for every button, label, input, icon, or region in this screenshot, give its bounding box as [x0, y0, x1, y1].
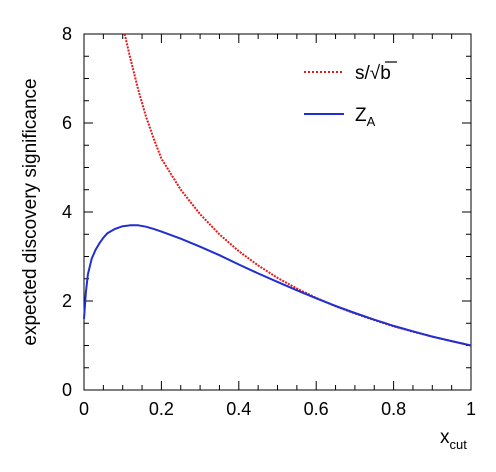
x-tick-label: 0.6: [304, 399, 329, 419]
x-axis-title-main: x: [440, 427, 450, 448]
y-tick-label: 2: [62, 291, 72, 311]
series-line-s-over-sqrt-b: [123, 33, 472, 347]
legend-label-s-over-sqrt-b-radicand: b: [380, 63, 391, 84]
axis-ticks: 0 0.2 0.4 0.6 0.8 1 0 2 4 6 8: [62, 24, 476, 419]
x-tick-label: 0: [79, 399, 89, 419]
legend-label-z-a-sub: A: [367, 114, 376, 129]
x-tick-label: 0.8: [381, 399, 406, 419]
plot-frame: [83, 33, 472, 391]
x-axis-title: xcut: [440, 427, 467, 452]
x-tick-label: 0.4: [226, 399, 251, 419]
y-tick-label: 6: [62, 113, 72, 133]
legend-label-s-over-sqrt-b: s/√b: [355, 63, 391, 84]
x-tick-label: 1: [466, 399, 476, 419]
legend-label-z-a-main: Z: [355, 105, 367, 126]
y-tick-label: 8: [62, 24, 72, 44]
series-layer: [83, 33, 472, 347]
y-tick-label: 0: [62, 380, 72, 400]
y-axis-title: expected discovery significance: [20, 78, 41, 345]
legend-radical-sign: √: [370, 63, 381, 84]
legend: s/√b ZA: [304, 61, 397, 129]
legend-label-s-over-sqrt-b-prefix: s/: [355, 63, 371, 84]
x-tick-label: 0.2: [149, 399, 174, 419]
y-tick-label: 4: [62, 202, 72, 222]
x-axis-title-sub: cut: [450, 437, 468, 452]
legend-label-z-a: ZA: [355, 105, 376, 129]
series-line-z-a: [83, 224, 472, 347]
